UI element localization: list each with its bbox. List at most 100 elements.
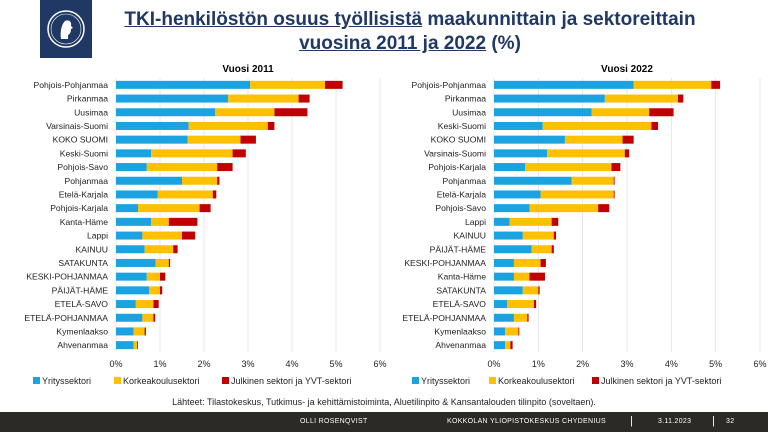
chart-2011-bar-julkinen [212, 190, 217, 199]
chart-2022-legend-swatch [592, 377, 599, 384]
chart-2022-category-label: PÄIJÄT-HÄME [430, 244, 487, 254]
chart-2022-legend-label: Korkeakoulusektori [498, 376, 575, 386]
chart-2022-category-label: Pirkanmaa [445, 94, 486, 104]
chart-2022-bar-julkinen [553, 231, 557, 240]
chart-2011-bar-yritys [116, 258, 156, 267]
chart-2011-tick-label: 3% [241, 359, 254, 369]
chart-2011-bar-korkeakoulu [138, 204, 200, 213]
chart-2022-bar-korkeakoulu [604, 94, 678, 103]
chart-2011-bar-korkeakoulu [144, 245, 174, 254]
chart-2011-bar-korkeakoulu [133, 341, 138, 350]
chart-2011-legend-swatch [114, 377, 121, 384]
chart-2022-bar-yritys [494, 135, 565, 144]
chart-2022-bar-julkinen [651, 121, 659, 130]
title-part2: maakunnittain ja sektoreittain [427, 9, 696, 30]
chart-2022-bar-yritys [494, 204, 530, 213]
chart-2022-bar-yritys [494, 80, 634, 89]
chart-2022-bar-julkinen [527, 313, 529, 322]
chart-2011-bar-yritys [116, 190, 158, 199]
chart-2011-category-label: Pohjois-Savo [57, 162, 108, 172]
chart-2022-bar-korkeakoulu [509, 217, 552, 226]
chart-2011-bar-yritys [116, 217, 152, 226]
chart-2011-bar-korkeakoulu [187, 135, 241, 144]
chart-2011-category-label: PÄIJÄT-HÄME [52, 285, 109, 295]
chart-2011-bar-julkinen [168, 258, 171, 267]
chart-2011-bar-julkinen [153, 300, 159, 309]
chart-2022-tick-label: 4% [665, 359, 678, 369]
chart-2011-bar-korkeakoulu [188, 121, 268, 130]
chart-2011-category-label: Pohjanmaa [65, 176, 109, 186]
chart-2011-bar-korkeakoulu [215, 108, 275, 117]
chart-2022-bar-yritys [494, 245, 532, 254]
chart-2022-category-label: Pohjois-Karjala [428, 162, 486, 172]
chart-2022-bar-julkinen [677, 94, 684, 103]
chart-2011-tick-label: 5% [329, 359, 342, 369]
chart-2011-bar-yritys [116, 204, 138, 213]
chart-2011-category-label: ETELÄ-POHJANMAA [24, 313, 108, 323]
chart-2011-category-label: KOKO SUOMI [53, 135, 108, 145]
chart-2011-bar-korkeakoulu [135, 300, 154, 309]
chart-2022-bar-yritys [494, 327, 506, 336]
chart-2022-bar-korkeakoulu [522, 286, 539, 295]
chart-2022-bar-yritys [494, 272, 514, 281]
chart-2011-bar-yritys [116, 327, 134, 336]
chart-2022-bar-julkinen [624, 149, 630, 158]
chart-2022-bar-julkinen [518, 327, 520, 336]
chart-2011-category-label: Pohjois-Pohjanmaa [33, 80, 108, 90]
title-part4: (%) [491, 33, 521, 54]
chart-2011-bar-yritys [116, 149, 152, 158]
chart-2011-bar-julkinen [160, 286, 163, 295]
chart-2022-bar-yritys [494, 300, 508, 309]
title-part3: vuosina 2011 ja 2022 [299, 33, 487, 54]
chart-2022-category-label: Varsinais-Suomi [424, 148, 486, 158]
chart-2022-category-label: Ahvenanmaa [435, 340, 486, 350]
chart-2022-bar-julkinen [598, 204, 610, 213]
chart-2022-bar-korkeakoulu [591, 108, 650, 117]
chart-2011-bar-julkinen [232, 149, 246, 158]
chart-2011-category-label: Kymenlaakso [56, 326, 108, 336]
chart-2022-bar-julkinen [611, 163, 621, 172]
chart-2022-bar-korkeakoulu [571, 176, 614, 185]
footer-date: 3.11.2023 [658, 418, 692, 425]
chart-2022-category-label: KESKI-POHJANMAA [404, 258, 486, 268]
chart-2022-bar-yritys [494, 286, 523, 295]
chart-2022-bar-korkeakoulu [633, 80, 712, 89]
chart-2011-bar-yritys [116, 94, 229, 103]
chart-2011-bar-julkinen [160, 272, 166, 281]
chart-2011-tick-label: 0% [109, 359, 122, 369]
chart-2011-tick-label: 2% [197, 359, 210, 369]
chart-2011-bar-yritys [116, 245, 145, 254]
chart-2022-category-label: ETELÄ-SAVO [433, 299, 487, 309]
chart-2022-category-label: Keski-Suomi [438, 121, 486, 131]
chart-2022-bar-julkinen [613, 176, 615, 185]
chart-2022-bar-yritys [494, 176, 572, 185]
chart-2022-category-label: Uusimaa [452, 107, 486, 117]
chart-2011-category-label: KAINUU [76, 244, 108, 254]
chart-2011-category-label: Etelä-Karjala [59, 189, 108, 199]
chart-2011-category-label: Kanta-Häme [60, 217, 108, 227]
chart-2011-bar-yritys [116, 135, 188, 144]
chart-2011-tick-label: 4% [285, 359, 298, 369]
chart-2011-bar-yritys [116, 272, 147, 281]
chart-2022-tick-label: 6% [753, 359, 766, 369]
chart-2011-tick-label: 1% [153, 359, 166, 369]
chart-2022-bar-yritys [494, 149, 548, 158]
chart-2022-bar-yritys [494, 94, 605, 103]
chart-2011-bar-korkeakoulu [250, 80, 325, 89]
chart-2011-category-label: Lappi [87, 231, 108, 241]
chart-2011-bar-julkinen [182, 231, 196, 240]
chart-2022-category-label: Lappi [465, 217, 486, 227]
chart-2022-bar-yritys [494, 121, 543, 130]
chart-2011-bar-korkeakoulu [146, 272, 160, 281]
chart-2022-tick-label: 5% [709, 359, 722, 369]
chart-2011-bar-julkinen [325, 80, 343, 89]
chart-2011-category-label: Keski-Suomi [60, 148, 108, 158]
chart-2022-bar-yritys [494, 258, 514, 267]
chart-2011-bar-yritys [116, 313, 143, 322]
chart-2022-tick-label: 2% [576, 359, 589, 369]
chart-2022-bar-korkeakoulu [525, 163, 612, 172]
chart-2011-tick-label: 6% [373, 359, 386, 369]
chart-2011-title: Vuosi 2011 [222, 64, 274, 75]
chart-2011-bar-korkeakoulu [133, 327, 145, 336]
chart-2011-bar-julkinen [173, 245, 178, 254]
